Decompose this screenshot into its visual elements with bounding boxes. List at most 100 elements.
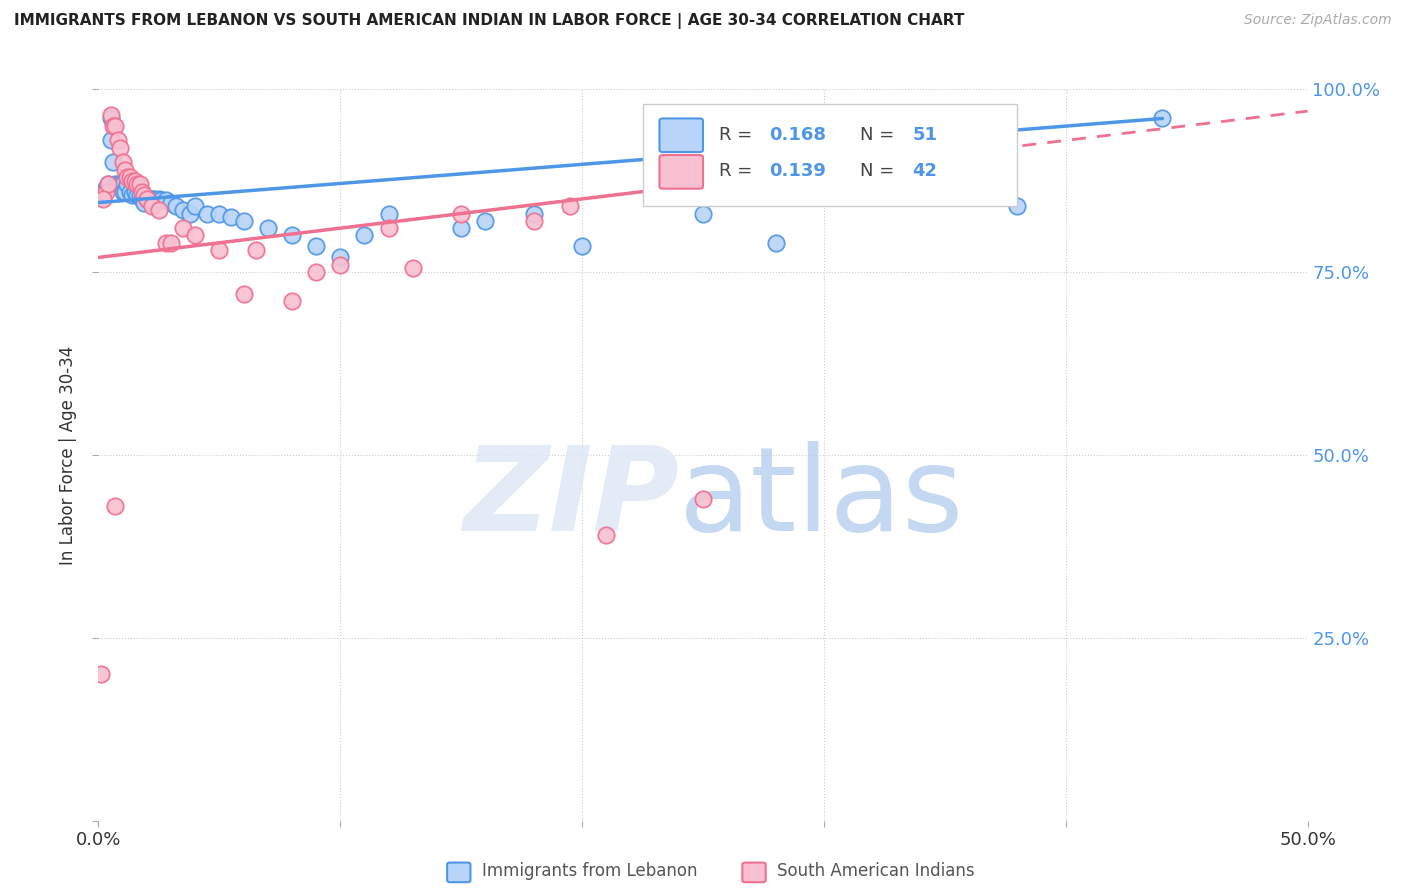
- Text: N =: N =: [860, 126, 900, 144]
- Point: [160, 235, 183, 250]
- Point: [179, 206, 201, 220]
- Point: [377, 206, 399, 220]
- Point: [124, 173, 146, 188]
- Point: [90, 188, 112, 202]
- Point: [101, 155, 124, 169]
- Text: Source: ZipAtlas.com: Source: ZipAtlas.com: [1244, 13, 1392, 28]
- Point: [131, 185, 153, 199]
- Point: [141, 199, 163, 213]
- Point: [813, 178, 835, 192]
- Point: [765, 235, 787, 250]
- Text: 42: 42: [912, 162, 938, 180]
- Point: [184, 228, 207, 243]
- Point: [104, 119, 127, 133]
- Point: [208, 206, 231, 220]
- Point: [114, 185, 136, 199]
- Point: [97, 178, 120, 192]
- Point: [128, 188, 150, 202]
- Point: [402, 261, 425, 276]
- Point: [172, 202, 194, 217]
- Point: [329, 251, 352, 265]
- Point: [143, 192, 166, 206]
- Point: [108, 178, 131, 192]
- Point: [111, 155, 134, 169]
- Point: [232, 287, 254, 301]
- Text: IMMIGRANTS FROM LEBANON VS SOUTH AMERICAN INDIAN IN LABOR FORCE | AGE 30-34 CORR: IMMIGRANTS FROM LEBANON VS SOUTH AMERICA…: [14, 13, 965, 29]
- Point: [91, 185, 114, 199]
- Point: [135, 192, 157, 206]
- Point: [118, 169, 141, 184]
- Point: [165, 199, 187, 213]
- Point: [104, 499, 127, 513]
- Point: [121, 188, 143, 202]
- Point: [138, 194, 160, 208]
- Point: [91, 192, 114, 206]
- Point: [135, 192, 157, 206]
- FancyBboxPatch shape: [643, 103, 1018, 206]
- Text: Immigrants from Lebanon: Immigrants from Lebanon: [482, 863, 697, 880]
- Point: [124, 185, 146, 199]
- Point: [107, 133, 129, 147]
- Point: [111, 185, 134, 199]
- Point: [208, 243, 231, 257]
- Text: 0.168: 0.168: [769, 126, 827, 144]
- Point: [94, 181, 117, 195]
- Point: [595, 528, 617, 542]
- Point: [1007, 199, 1029, 213]
- Point: [281, 294, 304, 309]
- FancyBboxPatch shape: [659, 119, 703, 153]
- Point: [692, 206, 714, 220]
- Text: R =: R =: [718, 126, 758, 144]
- Point: [353, 228, 375, 243]
- Point: [127, 178, 149, 192]
- Point: [256, 221, 278, 235]
- Point: [108, 141, 131, 155]
- Point: [474, 214, 496, 228]
- Point: [134, 195, 156, 210]
- Point: [305, 239, 328, 253]
- Point: [329, 258, 352, 272]
- Text: 0.139: 0.139: [769, 162, 827, 180]
- Point: [127, 188, 149, 202]
- Point: [97, 178, 120, 192]
- Point: [141, 192, 163, 206]
- Point: [94, 185, 117, 199]
- Point: [114, 162, 136, 177]
- Point: [558, 199, 581, 213]
- Point: [148, 202, 170, 217]
- Y-axis label: In Labor Force | Age 30-34: In Labor Force | Age 30-34: [59, 345, 77, 565]
- Text: atlas: atlas: [679, 442, 965, 557]
- Text: N =: N =: [860, 162, 900, 180]
- Point: [160, 195, 183, 210]
- Point: [155, 235, 177, 250]
- Point: [131, 192, 153, 206]
- Point: [90, 667, 112, 681]
- Point: [117, 178, 139, 192]
- Point: [134, 188, 156, 202]
- Point: [155, 194, 177, 208]
- Point: [692, 491, 714, 506]
- Point: [107, 178, 129, 192]
- Point: [245, 243, 267, 257]
- Point: [1152, 112, 1174, 126]
- Point: [195, 206, 218, 220]
- Point: [523, 214, 546, 228]
- Point: [100, 108, 122, 122]
- Point: [150, 194, 173, 208]
- Point: [184, 199, 207, 213]
- Point: [148, 192, 170, 206]
- Text: 51: 51: [912, 126, 938, 144]
- Point: [450, 221, 472, 235]
- Point: [111, 178, 134, 192]
- Point: [128, 178, 150, 192]
- Point: [450, 206, 472, 220]
- Text: R =: R =: [718, 162, 758, 180]
- Point: [172, 221, 194, 235]
- Text: South American Indians: South American Indians: [778, 863, 974, 880]
- Point: [104, 178, 127, 192]
- Point: [117, 169, 139, 184]
- Point: [232, 214, 254, 228]
- FancyBboxPatch shape: [659, 155, 703, 189]
- Point: [100, 112, 122, 126]
- Point: [305, 265, 328, 279]
